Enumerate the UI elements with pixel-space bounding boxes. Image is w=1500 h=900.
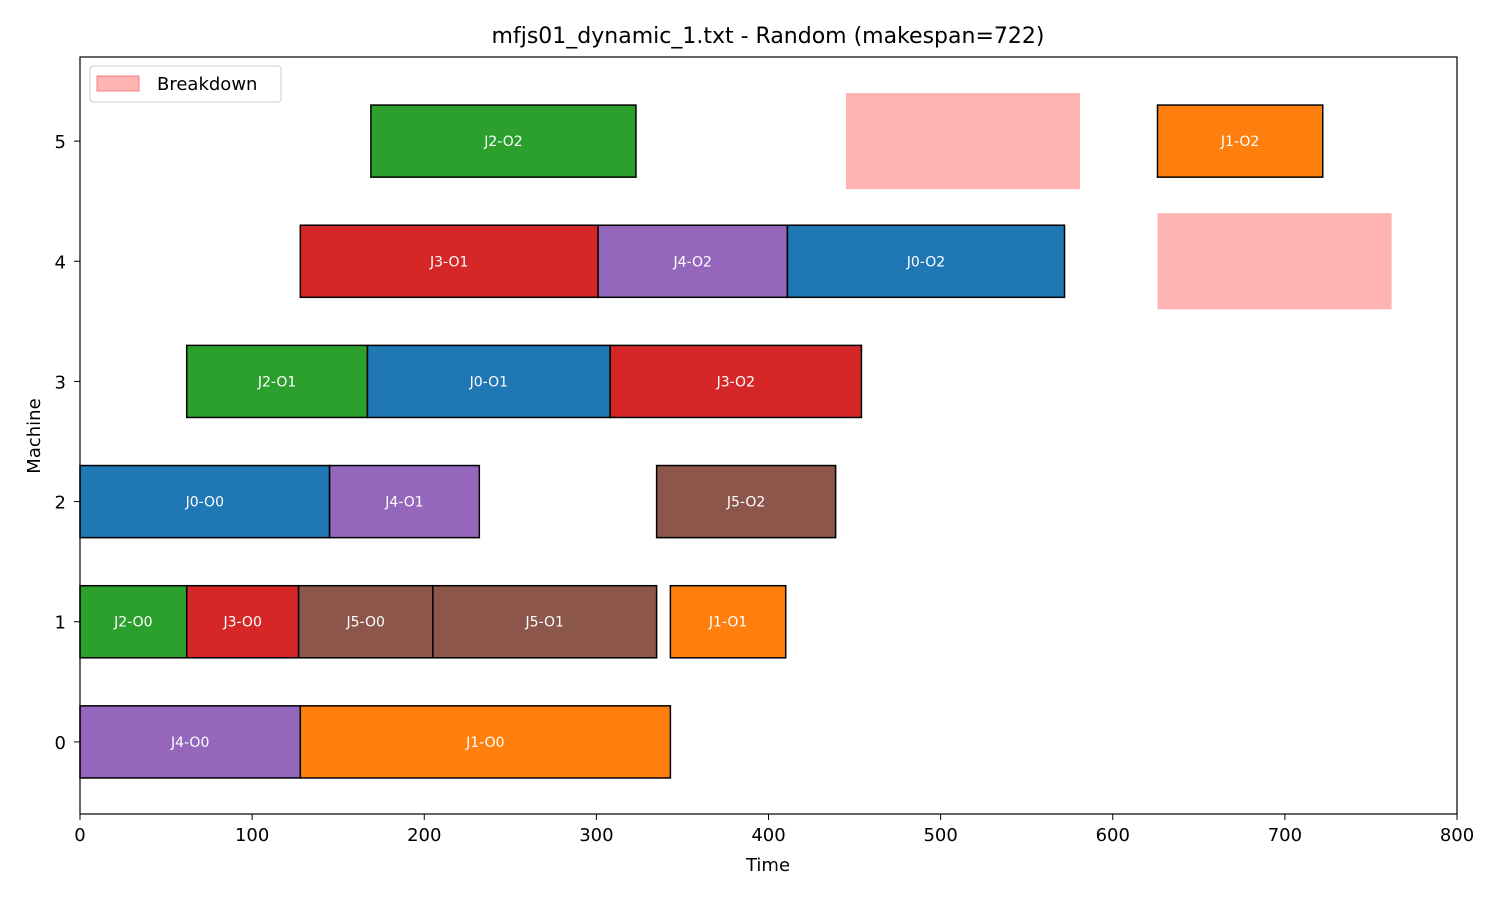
breakdown-layer — [845, 93, 1392, 310]
operation-j3-o0: J3-O0 — [185, 584, 300, 659]
operation-bar — [432, 584, 658, 659]
operation-bar — [655, 464, 837, 539]
operation-j5-o1: J5-O1 — [432, 584, 658, 659]
operation-j3-o2: J3-O2 — [609, 344, 863, 419]
operation-label: J1-O0 — [465, 735, 504, 751]
operation-j0-o1: J0-O1 — [366, 344, 611, 419]
legend: Breakdown — [89, 65, 282, 103]
operation-j4-o0: J4-O0 — [79, 705, 302, 779]
y-tick-label: 4 — [55, 252, 66, 273]
x-tick-label: 100 — [235, 825, 269, 846]
operation-label: J2-O2 — [483, 134, 522, 150]
x-tick-label: 0 — [74, 825, 85, 846]
operation-bar — [597, 224, 789, 299]
breakdown-bar — [1157, 213, 1392, 310]
operation-bar — [366, 344, 611, 419]
operation-label: J4-O2 — [673, 254, 712, 270]
x-tick-label: 600 — [1096, 825, 1130, 846]
x-tick-label: 200 — [407, 825, 441, 846]
legend-box — [89, 65, 282, 103]
chart-title: mfjs01_dynamic_1.txt - Random (makespan=… — [492, 24, 1045, 49]
y-tick-label: 5 — [55, 132, 66, 153]
operation-j2-o2: J2-O2 — [370, 104, 637, 178]
operation-bar — [786, 224, 1066, 299]
operation-label: J3-O1 — [429, 254, 468, 270]
operation-j0-o2: J0-O2 — [786, 224, 1066, 299]
y-tick-label: 1 — [55, 613, 66, 634]
y-axis-label: Machine — [24, 398, 45, 473]
x-tick-label: 300 — [579, 825, 613, 846]
operation-label: J5-O1 — [525, 615, 564, 631]
operation-j4-o2: J4-O2 — [597, 224, 789, 299]
x-axis-ticks: 0 100 200 300 400 500 600 700 800 — [74, 814, 1474, 846]
operation-bar — [299, 705, 672, 779]
operation-label: J0-O2 — [906, 254, 945, 270]
operation-bar — [1156, 104, 1324, 178]
operation-j2-o1: J2-O1 — [185, 344, 369, 419]
breakdown-bar — [845, 93, 1081, 190]
legend-swatch-breakdown — [96, 75, 140, 92]
operation-label: J2-O1 — [257, 374, 296, 390]
operation-label: J3-O0 — [222, 615, 261, 631]
operation-bar — [79, 464, 331, 539]
legend-label-breakdown: Breakdown — [157, 74, 257, 95]
y-tick-label: 0 — [55, 733, 66, 754]
operation-label: J0-O1 — [469, 374, 508, 390]
operation-label: J4-O1 — [384, 495, 423, 511]
operation-label: J1-O2 — [1220, 134, 1259, 150]
operation-label: J2-O0 — [113, 615, 152, 631]
operation-label: J0-O0 — [185, 495, 224, 511]
operation-j5-o2: J5-O2 — [655, 464, 837, 539]
x-tick-label: 500 — [923, 825, 957, 846]
operation-label: J1-O1 — [708, 615, 747, 631]
y-axis-ticks: 0 1 2 3 4 5 — [55, 132, 80, 754]
x-tick-label: 700 — [1268, 825, 1302, 846]
operation-label: J5-O2 — [726, 495, 765, 511]
operation-bar — [370, 104, 637, 178]
x-tick-label: 800 — [1440, 825, 1474, 846]
operation-bar — [669, 584, 787, 659]
operation-j1-o0: J1-O0 — [299, 705, 672, 779]
operation-j0-o0: J0-O0 — [79, 464, 331, 539]
operation-bar — [299, 224, 599, 299]
operation-j3-o1: J3-O1 — [299, 224, 599, 299]
operation-j1-o1: J1-O1 — [669, 584, 787, 659]
x-axis-label: Time — [745, 855, 790, 876]
y-tick-label: 3 — [55, 372, 66, 393]
operation-bar — [609, 344, 863, 419]
y-tick-label: 2 — [55, 493, 66, 514]
operation-label: J4-O0 — [170, 735, 209, 751]
operation-j1-o2: J1-O2 — [1156, 104, 1324, 178]
operation-label: J5-O0 — [346, 615, 385, 631]
operation-j2-o0: J2-O0 — [79, 584, 188, 659]
operation-j5-o0: J5-O0 — [297, 584, 434, 659]
operation-bars: J4-O0 J1-O0 J2-O0 J3-O0 J5-O0 J5-O1 J1-O1 J0-O0… — [79, 104, 1324, 779]
operation-label: J3-O2 — [716, 374, 755, 390]
operation-bar — [328, 464, 481, 539]
x-tick-label: 400 — [751, 825, 785, 846]
operation-j4-o1: J4-O1 — [328, 464, 481, 539]
